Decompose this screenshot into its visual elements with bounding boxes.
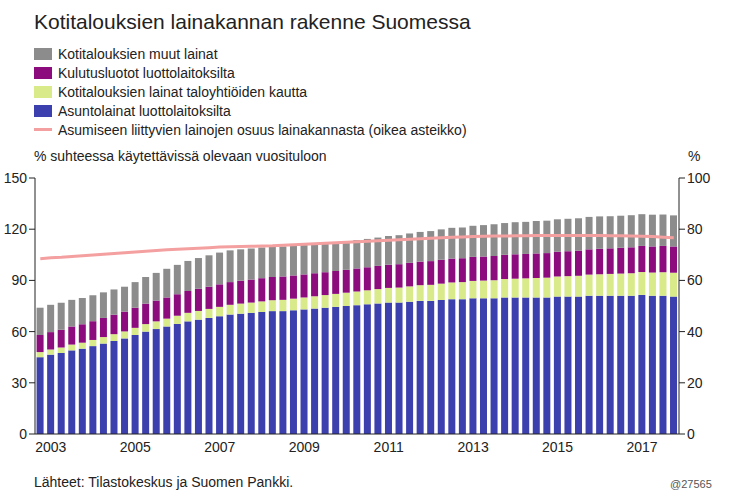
svg-text:0: 0 bbox=[687, 426, 695, 442]
svg-text:2003: 2003 bbox=[35, 439, 66, 455]
svg-text:2009: 2009 bbox=[289, 439, 320, 455]
html-text:Asuntolainat luottolaitoksilta: Asuntolainat luottolaitoksilta bbox=[58, 102, 231, 119]
svg-text:2017: 2017 bbox=[626, 439, 657, 455]
svg-text:90: 90 bbox=[11, 272, 27, 288]
svg-text:80: 80 bbox=[687, 221, 703, 237]
svg-text:2005: 2005 bbox=[120, 439, 151, 455]
html-text:Lähteet: Tilastokeskus ja Suom: Lähteet: Tilastokeskus ja Suomen Pankki. bbox=[34, 474, 294, 490]
svg-text:40: 40 bbox=[687, 324, 703, 340]
html-text:@27565: @27565 bbox=[670, 478, 712, 490]
html-text:Kotitalouksien lainat taloyhti: Kotitalouksien lainat taloyhtiöiden kaut… bbox=[58, 83, 308, 100]
svg-text:2007: 2007 bbox=[204, 439, 235, 455]
html-text:% suhteessa käytettävissä olev: % suhteessa käytettävissä olevaan vuosit… bbox=[34, 148, 327, 164]
svg-text:150: 150 bbox=[8, 170, 27, 186]
svg-text:20: 20 bbox=[687, 375, 703, 391]
svg-text:2011: 2011 bbox=[374, 439, 404, 455]
svg-text:2013: 2013 bbox=[458, 439, 489, 455]
html-text:Asumiseen liittyvien lainojen: Asumiseen liittyvien lainojen osuus lain… bbox=[58, 121, 467, 138]
svg-text:60: 60 bbox=[687, 272, 703, 288]
html-text:Kotitalouksien muut lainat: Kotitalouksien muut lainat bbox=[58, 45, 218, 62]
svg-text:120: 120 bbox=[8, 221, 27, 237]
svg-text:0: 0 bbox=[19, 426, 27, 442]
svg-text:30: 30 bbox=[11, 375, 27, 391]
html-text:Kulutusluotot luottolaitoksilt: Kulutusluotot luottolaitoksilta bbox=[58, 64, 235, 81]
svg-text:60: 60 bbox=[11, 324, 27, 340]
svg-text:2015: 2015 bbox=[542, 439, 573, 455]
svg-text:100: 100 bbox=[687, 170, 711, 186]
html-text:Kotitalouksien lainakannan rak: Kotitalouksien lainakannan rakenne Suome… bbox=[34, 10, 471, 33]
